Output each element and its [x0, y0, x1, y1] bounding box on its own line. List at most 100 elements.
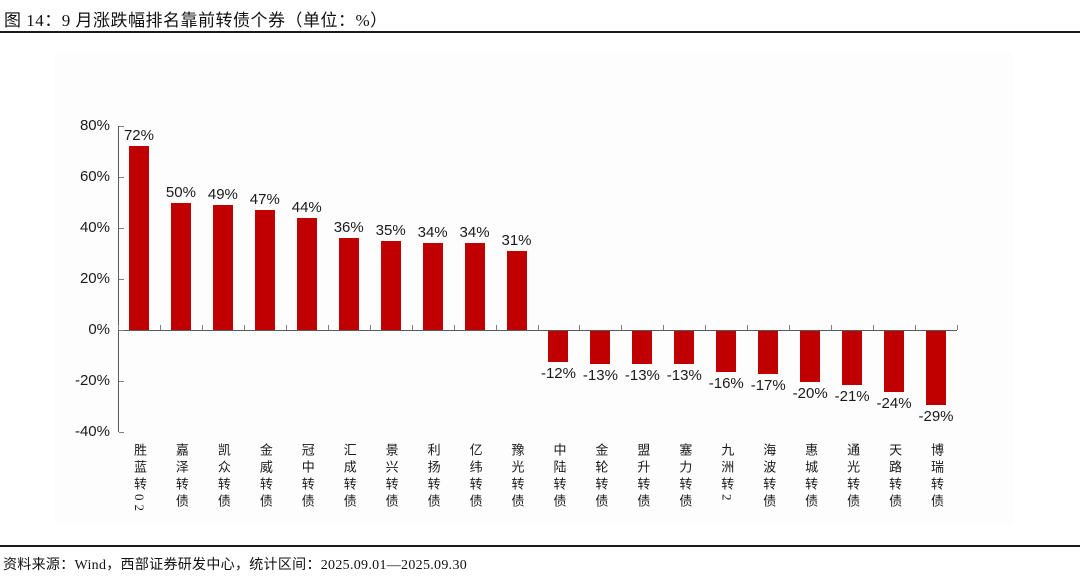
- bar: [422, 243, 443, 330]
- bar: [506, 250, 527, 330]
- bar-value-label: -21%: [834, 387, 870, 405]
- bar: [464, 243, 485, 330]
- x-axis-line: [118, 330, 957, 331]
- category-label: 九洲转2: [719, 443, 735, 505]
- bar-value-label: -13%: [666, 367, 702, 385]
- category-label: 利扬转债: [425, 443, 441, 511]
- category-label: 天路转债: [887, 443, 903, 511]
- bar: [590, 331, 611, 365]
- bar: [548, 331, 569, 362]
- bar: [800, 331, 821, 382]
- y-tick: [119, 381, 124, 382]
- category-label: 金威转债: [257, 443, 273, 511]
- bar-value-label: 31%: [501, 231, 532, 249]
- category-label: 汇成转债: [341, 443, 357, 511]
- y-tick-label: -40%: [74, 423, 110, 440]
- bar-value-label: -13%: [582, 367, 618, 385]
- bar-value-label: 49%: [207, 186, 238, 204]
- bar-value-label: -12%: [540, 364, 576, 382]
- bar: [716, 331, 737, 372]
- bar: [926, 331, 947, 405]
- bar: [380, 240, 401, 330]
- x-tick: [915, 325, 917, 330]
- bar: [170, 202, 191, 330]
- category-label: 塞力转债: [677, 443, 693, 511]
- y-tick-label: -20%: [74, 372, 110, 389]
- bar: [674, 331, 695, 365]
- x-tick: [327, 325, 329, 330]
- x-tick: [957, 325, 958, 330]
- figure-title: 图 14：9 月涨跌幅排名靠前转债个券（单位：%）: [4, 11, 388, 30]
- y-axis-line: [118, 126, 119, 432]
- bar-value-label: -20%: [792, 385, 828, 402]
- category-label: 金轮转债: [593, 443, 609, 511]
- x-tick: [118, 325, 119, 330]
- x-tick: [579, 325, 581, 330]
- title-divider: [0, 31, 1080, 33]
- bar-value-label: 72%: [123, 127, 154, 145]
- y-tick: [119, 279, 124, 280]
- bar-value-label: 35%: [375, 221, 406, 239]
- bar: [632, 331, 653, 365]
- x-tick: [621, 325, 623, 330]
- bar: [296, 217, 317, 330]
- y-tick: [119, 330, 124, 331]
- x-tick: [537, 325, 539, 330]
- x-tick: [789, 325, 791, 330]
- y-tick: [119, 126, 124, 127]
- bar-value-label: -16%: [708, 374, 744, 392]
- x-tick: [453, 325, 455, 330]
- bar-value-label: -29%: [918, 407, 954, 425]
- bar-value-label: 34%: [417, 224, 448, 242]
- x-tick: [831, 325, 833, 330]
- x-tick: [705, 325, 707, 330]
- bar: [758, 331, 779, 375]
- category-label: 通光转债: [845, 443, 861, 511]
- category-label: 冠中转债: [299, 443, 315, 511]
- bar: [338, 238, 359, 330]
- bar-value-label: 34%: [459, 224, 490, 242]
- bar: [128, 146, 149, 330]
- bar: [842, 331, 863, 385]
- x-tick: [201, 325, 203, 330]
- y-tick: [119, 177, 124, 178]
- bar-value-label: 44%: [291, 198, 322, 216]
- category-label: 亿纬转债: [467, 443, 483, 511]
- category-label: 中陆转债: [551, 443, 567, 511]
- y-tick-label: 80%: [79, 117, 110, 134]
- y-tick-label: 60%: [79, 168, 110, 185]
- y-tick-label: 40%: [79, 219, 110, 236]
- category-label: 豫光转债: [509, 443, 525, 511]
- y-tick: [119, 432, 124, 433]
- category-label: 海波转债: [761, 443, 777, 511]
- x-tick: [159, 325, 161, 330]
- bar-value-label: 47%: [249, 191, 280, 209]
- bar: [884, 331, 905, 393]
- x-tick: [873, 325, 875, 330]
- category-label: 景兴转债: [383, 443, 399, 511]
- footer-divider: [0, 545, 1080, 547]
- category-label: 凯众转债: [215, 443, 231, 511]
- y-tick-label: 0%: [88, 321, 110, 338]
- bar: [254, 210, 275, 330]
- category-label: 盟升转债: [635, 443, 651, 511]
- category-label: 胜蓝转02: [131, 443, 147, 515]
- y-tick-label: 20%: [79, 270, 110, 287]
- category-label: 嘉泽转债: [173, 443, 189, 511]
- x-tick: [747, 325, 749, 330]
- bar-value-label: -24%: [876, 395, 912, 413]
- x-tick: [663, 325, 665, 330]
- x-tick: [411, 325, 413, 330]
- x-tick: [285, 325, 287, 330]
- x-tick: [495, 325, 497, 330]
- x-tick: [369, 325, 371, 330]
- x-tick: [243, 325, 245, 330]
- category-label: 博瑞转债: [929, 443, 945, 511]
- bar-value-label: -17%: [750, 377, 786, 395]
- category-label: 惠城转债: [803, 443, 819, 511]
- bar-value-label: -13%: [624, 367, 660, 385]
- source-note: 资料来源：Wind，西部证券研发中心，统计区间：2025.09.01—2025.…: [3, 558, 468, 573]
- bar-value-label: 50%: [165, 183, 196, 201]
- bar: [212, 205, 233, 330]
